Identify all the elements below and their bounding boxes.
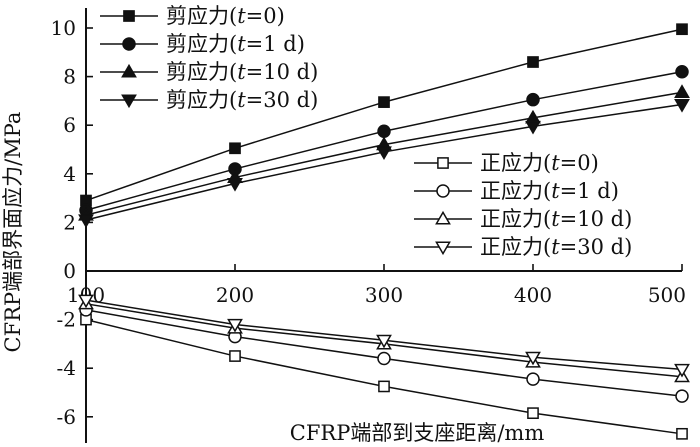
data-point: [526, 92, 540, 107]
y-axis-title: CFRP端部界面应力/MPa: [1, 112, 25, 353]
legend-label: 正应力(t=1 d): [480, 179, 619, 203]
legend-entry: 剪应力(t=1 d): [100, 32, 305, 56]
legend-entry: 剪应力(t=10 d): [100, 60, 318, 84]
legend-label: 正应力(t=30 d): [480, 235, 632, 259]
data-point: [435, 241, 451, 256]
y-tick-label: 0: [63, 259, 76, 283]
data-point: [78, 214, 94, 229]
legend-entry: 正应力(t=10 d): [414, 207, 632, 231]
series-1: [80, 23, 688, 207]
series-4: [78, 98, 690, 229]
series-layer: [78, 23, 690, 440]
data-point: [675, 64, 689, 79]
legend: 剪应力(t=0) 剪应力(t=1 d) 剪应力(t=10 d) 剪应力(t=30 d)…: [100, 4, 632, 259]
data-point: [527, 56, 539, 68]
data-point: [674, 84, 690, 98]
data-point: [121, 63, 137, 78]
data-point: [229, 142, 241, 155]
data-point: [121, 94, 137, 109]
data-point: [227, 318, 243, 333]
data-point: [676, 427, 688, 440]
legend-shear: 剪应力(t=0) 剪应力(t=1 d) 剪应力(t=10 d) 剪应力(t=30 d): [100, 4, 318, 112]
data-point: [78, 294, 94, 309]
y-tick-label: 8: [63, 65, 76, 89]
legend-entry: 正应力(t=0): [414, 151, 599, 175]
y-tick-label: -2: [57, 308, 76, 332]
legend-label: 剪应力(t=30 d): [166, 88, 318, 112]
legend-normal: 正应力(t=0) 正应力(t=1 d) 正应力(t=10 d) 正应力(t=30 d): [414, 151, 632, 259]
x-tick-label: 300: [365, 283, 403, 307]
y-tick-label: 4: [63, 162, 76, 186]
series-8: [78, 294, 690, 378]
y-tick-label: -4: [57, 356, 76, 380]
y-tick-label: 6: [63, 113, 76, 137]
data-point: [676, 23, 688, 36]
legend-label: 剪应力(t=0): [166, 4, 285, 28]
data-point: [378, 380, 390, 393]
data-point: [122, 37, 136, 51]
x-axis-title: CFRP端部到支座距离/mm: [290, 421, 545, 445]
legend-entry: 正应力(t=1 d): [414, 179, 619, 203]
x-tick-label: 500: [648, 283, 686, 307]
y-tick-label: 10: [51, 16, 76, 40]
data-point: [123, 10, 135, 22]
data-point: [377, 351, 391, 366]
data-point: [377, 124, 391, 139]
data-point: [437, 157, 449, 169]
data-point: [525, 120, 541, 135]
data-point: [675, 389, 689, 403]
data-point: [436, 184, 450, 198]
legend-entry: 剪应力(t=0): [100, 4, 285, 28]
axes: -6-4-20246810100200300400500: [51, 8, 686, 443]
x-tick-label: 400: [514, 283, 552, 307]
y-tick-label: 2: [63, 210, 76, 234]
data-point: [376, 334, 392, 349]
legend-label: 正应力(t=0): [480, 151, 599, 175]
data-point: [525, 351, 541, 366]
data-point: [229, 350, 241, 362]
data-point: [227, 177, 243, 192]
x-tick-label: 200: [216, 283, 254, 307]
series-5: [80, 313, 688, 440]
y-tick-label: -6: [57, 405, 76, 429]
data-point: [527, 407, 539, 420]
series-2: [79, 64, 689, 217]
data-point: [674, 98, 690, 113]
legend-entry: 正应力(t=30 d): [414, 235, 632, 259]
data-point: [376, 146, 392, 161]
data-point: [435, 210, 451, 225]
data-point: [674, 363, 690, 378]
data-point: [526, 372, 540, 386]
legend-label: 剪应力(t=1 d): [166, 32, 305, 56]
legend-label: 剪应力(t=10 d): [166, 60, 318, 84]
data-point: [378, 96, 390, 108]
legend-label: 正应力(t=10 d): [480, 207, 632, 231]
legend-entry: 剪应力(t=30 d): [100, 88, 318, 112]
